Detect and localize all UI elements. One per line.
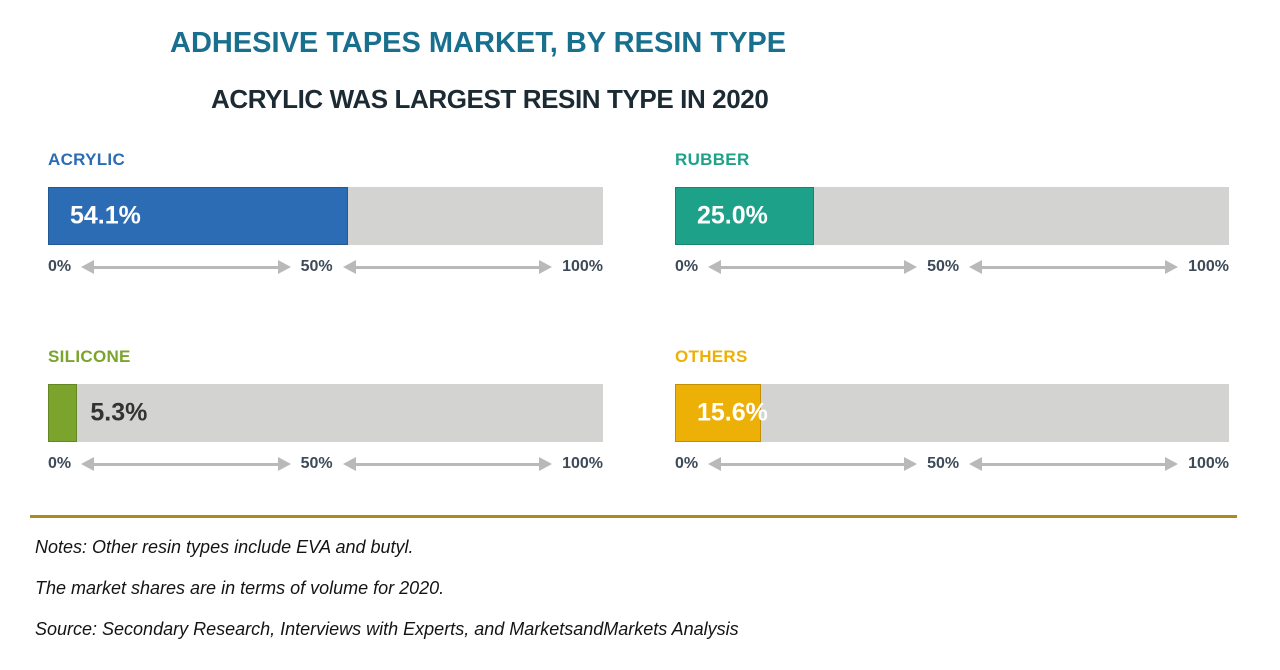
range-arrow-icon (342, 457, 553, 471)
bar-panel-others: OTHERS 15.6% 0% 50% 100% (675, 347, 1229, 474)
bar-fill (48, 187, 349, 245)
arrow-right-head-icon (1165, 260, 1179, 274)
bar-value-label: 15.6% (697, 398, 768, 427)
bar-fill (675, 187, 814, 245)
bar-panel-rubber: RUBBER 25.0% 0% 50% 100% (675, 150, 1229, 277)
page-subtitle: ACRYLIC WAS LARGEST RESIN TYPE IN 2020 (211, 84, 769, 114)
bar-panel-acrylic: ACRYLIC 54.1% 0% 50% 100% (48, 150, 603, 277)
arrow-right-head-icon (277, 260, 291, 274)
range-arrow-icon (708, 457, 918, 471)
arrow-left-head-icon (708, 260, 722, 274)
axis-tick-0: 0% (48, 258, 72, 275)
bar-value-label: 5.3% (90, 398, 148, 427)
bar-track: 54.1% (48, 187, 603, 245)
arrow-right-head-icon (1165, 457, 1179, 471)
range-arrow-icon (81, 260, 291, 274)
bar-category-label: RUBBER (675, 150, 750, 169)
bar-axis: 0% 50% 100% (675, 454, 1229, 474)
arrow-left-head-icon (342, 457, 356, 471)
arrow-left-head-icon (81, 457, 95, 471)
bar-category-label: ACRYLIC (48, 150, 126, 169)
bar-track: 15.6% (675, 384, 1229, 442)
bar-category-label: SILICONE (48, 347, 131, 366)
range-arrow-icon (969, 260, 1179, 274)
bar-track: 5.3% (48, 384, 603, 442)
arrow-right-head-icon (539, 260, 553, 274)
source-line: Source: Secondary Research, Interviews w… (35, 619, 739, 639)
divider-line (30, 515, 1237, 518)
axis-tick-0: 0% (675, 258, 699, 275)
axis-tick-100: 100% (562, 258, 604, 275)
range-arrow-icon (342, 260, 553, 274)
axis-tick-50: 50% (927, 258, 960, 275)
range-arrow-icon (81, 457, 291, 471)
note-line: Notes: Other resin types include EVA and… (35, 537, 414, 557)
bar-axis: 0% 50% 100% (48, 454, 603, 474)
axis-tick-50: 50% (300, 455, 333, 472)
footnotes: Notes: Other resin types include EVA and… (35, 536, 739, 659)
arrow-right-head-icon (904, 457, 918, 471)
axis-tick-100: 100% (1188, 258, 1230, 275)
arrow-left-head-icon (342, 260, 356, 274)
bar-axis: 0% 50% 100% (675, 257, 1229, 277)
axis-tick-0: 0% (48, 455, 72, 472)
note-line: The market shares are in terms of volume… (35, 578, 445, 598)
axis-tick-50: 50% (300, 258, 333, 275)
arrow-right-head-icon (904, 260, 918, 274)
bar-value-label: 25.0% (697, 201, 768, 230)
arrow-right-head-icon (277, 457, 291, 471)
arrow-left-head-icon (708, 457, 722, 471)
arrow-left-head-icon (969, 457, 983, 471)
arrow-left-head-icon (81, 260, 95, 274)
arrow-right-head-icon (539, 457, 553, 471)
range-arrow-icon (969, 457, 1179, 471)
axis-tick-50: 50% (927, 455, 960, 472)
axis-tick-0: 0% (675, 455, 699, 472)
arrow-left-head-icon (969, 260, 983, 274)
bar-fill (48, 384, 78, 442)
range-arrow-icon (708, 260, 918, 274)
axis-tick-100: 100% (1188, 455, 1230, 472)
bar-category-label: OTHERS (675, 347, 748, 366)
chart-grid: ACRYLIC 54.1% 0% 50% 100% RUBBER 25.0% 0… (48, 150, 1229, 474)
bar-track: 25.0% (675, 187, 1229, 245)
bar-axis: 0% 50% 100% (48, 257, 603, 277)
axis-tick-100: 100% (562, 455, 604, 472)
bar-fill (675, 384, 762, 442)
bar-panel-silicone: SILICONE 5.3% 0% 50% 100% (48, 347, 603, 474)
page-title: ADHESIVE TAPES MARKET, BY RESIN TYPE (170, 27, 787, 59)
bar-value-label: 54.1% (70, 201, 141, 230)
